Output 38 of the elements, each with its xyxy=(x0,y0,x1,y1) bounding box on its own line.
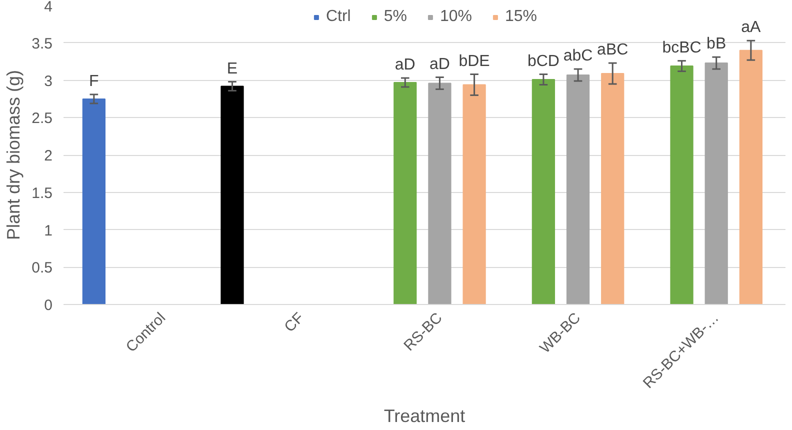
data-label: aBC xyxy=(597,42,628,59)
bar xyxy=(220,86,244,304)
y-tick-label: 2.5 xyxy=(32,110,53,128)
bar xyxy=(532,79,556,304)
y-axis-title: Plant dry biomass (g) xyxy=(4,70,24,240)
y-tick-label: 0.5 xyxy=(32,260,53,277)
data-label: aA xyxy=(741,19,762,36)
y-tick-label: 2 xyxy=(44,148,52,164)
bar xyxy=(428,82,452,304)
bar xyxy=(394,82,417,304)
data-label: E xyxy=(226,60,238,78)
bar xyxy=(82,98,106,304)
data-label: bB xyxy=(706,36,726,53)
legend-label: 10% xyxy=(440,8,472,26)
data-label: bDE xyxy=(458,52,490,70)
legend-label: 15% xyxy=(505,8,538,26)
data-label: bCD xyxy=(527,52,560,70)
bar xyxy=(566,74,590,304)
data-label: aD xyxy=(429,56,450,73)
legend-label: Ctrl xyxy=(326,8,351,26)
y-tick-label: 1 xyxy=(44,222,52,240)
y-tick-label: 3 xyxy=(44,72,52,90)
y-tick-label: 0 xyxy=(44,297,52,314)
y-tick-label: 3.5 xyxy=(32,35,53,52)
legend-label: 5% xyxy=(384,8,407,26)
bar xyxy=(704,62,728,304)
data-label: bcBC xyxy=(662,39,702,56)
data-label: abC xyxy=(563,48,593,65)
y-tick-label: 1.5 xyxy=(32,184,53,202)
bar xyxy=(670,66,694,304)
bar xyxy=(601,73,624,304)
x-axis-title: Treatment xyxy=(384,406,466,426)
bar xyxy=(739,50,762,304)
bar xyxy=(462,84,486,304)
data-label: F xyxy=(89,72,100,90)
x-tick-label: CF xyxy=(281,309,308,336)
data-label: aD xyxy=(394,56,416,74)
y-tick-label: 4 xyxy=(44,0,52,16)
